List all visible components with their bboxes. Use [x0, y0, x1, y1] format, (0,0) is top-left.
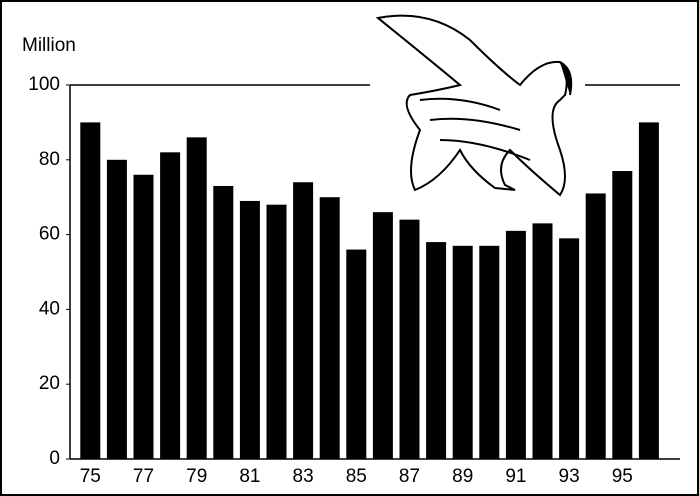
y-axis-label: Million [22, 35, 76, 56]
bar [320, 197, 340, 459]
bar [479, 246, 499, 459]
x-tick-label: 91 [505, 466, 526, 487]
bar [293, 182, 313, 459]
y-tick-label: 100 [28, 74, 60, 95]
y-tick-label: 20 [39, 373, 60, 394]
x-tick-label: 93 [559, 466, 580, 487]
bar [612, 171, 632, 459]
bar [134, 175, 154, 459]
bar [240, 201, 260, 459]
bar [639, 122, 659, 459]
y-tick-label: 80 [39, 149, 60, 170]
bar [160, 152, 180, 459]
bar [107, 160, 127, 459]
x-tick-label: 83 [293, 466, 314, 487]
bar [346, 250, 366, 459]
bar [506, 231, 526, 459]
bar [213, 186, 233, 459]
bar [267, 205, 287, 459]
x-tick-label: 77 [133, 466, 154, 487]
bar [426, 242, 446, 459]
bar [586, 193, 606, 459]
x-tick-label: 81 [239, 466, 260, 487]
bar [453, 246, 473, 459]
y-tick-label: 0 [49, 448, 60, 469]
bar [533, 223, 553, 459]
y-tick-label: 40 [39, 298, 60, 319]
bar [80, 122, 100, 459]
bar [187, 137, 207, 459]
x-tick-label: 87 [399, 466, 420, 487]
y-tick-label: 60 [39, 224, 60, 245]
bar [400, 220, 420, 459]
bar [559, 238, 579, 459]
x-tick-label: 89 [452, 466, 473, 487]
x-tick-label: 95 [612, 466, 633, 487]
x-tick-label: 75 [80, 466, 101, 487]
x-tick-label: 85 [346, 466, 367, 487]
bar [373, 212, 393, 459]
chart: Million 0 20 40 60 80 100 75 77 79 81 83 85 87 89 91 93… [0, 0, 699, 496]
x-tick-label: 79 [186, 466, 207, 487]
